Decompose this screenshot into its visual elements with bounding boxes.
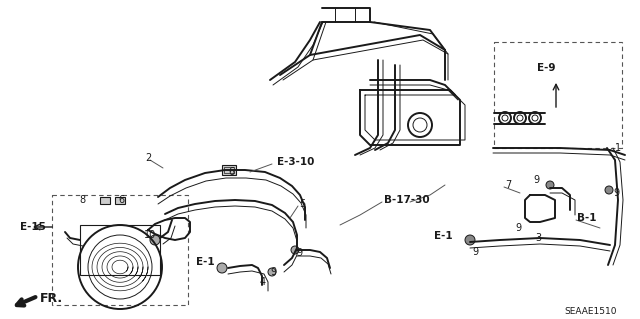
Bar [494,42,622,148]
Text: 9: 9 [296,248,302,258]
Text: 4: 4 [260,277,266,287]
Bar [115,197,125,204]
Text: FR.: FR. [40,292,63,305]
Text: 9: 9 [270,267,276,277]
Text: 1: 1 [615,143,621,153]
Text: 8: 8 [79,195,85,205]
Text: 10: 10 [144,230,156,240]
Text: SEAAE1510: SEAAE1510 [564,308,616,316]
Text: E-1: E-1 [196,257,214,267]
Text: 2: 2 [146,153,152,163]
Text: E-9: E-9 [537,63,556,73]
Text: 9: 9 [515,223,521,233]
Circle shape [465,235,475,245]
Circle shape [546,181,554,189]
Circle shape [150,235,160,245]
Circle shape [291,246,299,254]
Bar [100,197,110,204]
Text: E-1: E-1 [434,231,452,241]
Text: 9: 9 [613,188,619,198]
Text: 9: 9 [533,175,539,185]
Text: E-3-10: E-3-10 [277,157,314,167]
Text: E-15: E-15 [20,222,46,232]
Text: 6: 6 [118,195,124,205]
Text: 3: 3 [535,233,541,243]
Bar [222,165,236,175]
Bar [224,167,234,173]
Text: B-1: B-1 [577,213,596,223]
Bar [80,225,160,275]
Circle shape [605,186,613,194]
Bar [52,195,188,305]
Text: 6: 6 [228,167,234,177]
Circle shape [217,263,227,273]
Text: B-17-30: B-17-30 [384,195,429,205]
Text: 9: 9 [472,247,478,257]
Circle shape [268,268,276,276]
Text: 5: 5 [299,199,305,209]
Text: 7: 7 [505,180,511,190]
